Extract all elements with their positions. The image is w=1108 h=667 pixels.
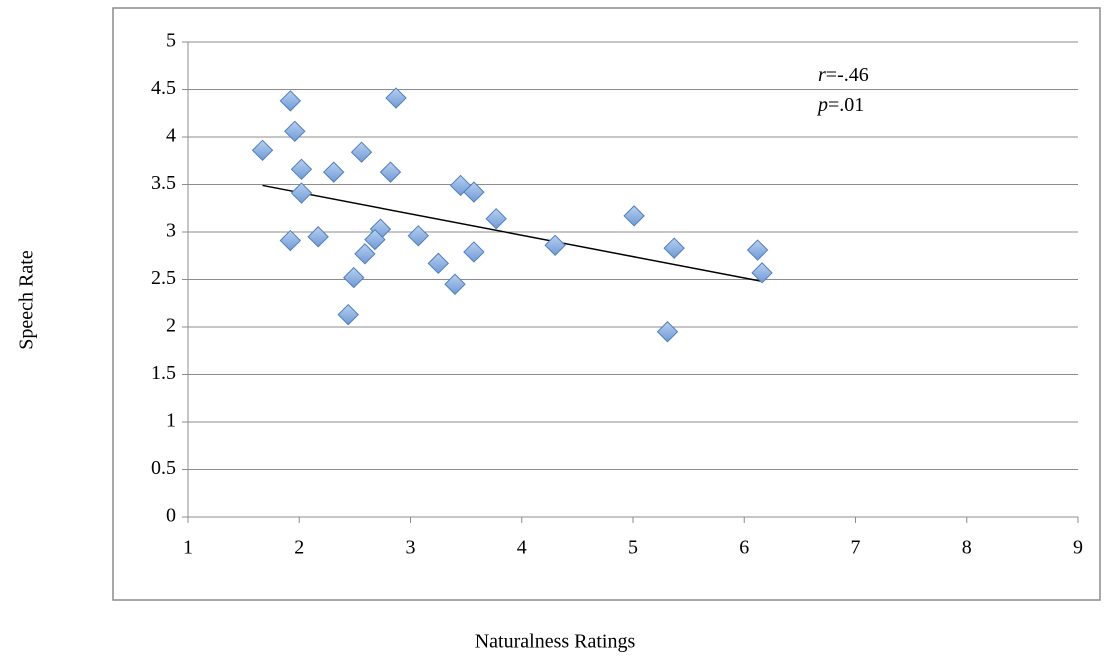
point (343, 266, 365, 289)
annotation-var: p (816, 94, 828, 116)
point (279, 229, 302, 252)
point (350, 141, 373, 163)
point (323, 161, 345, 183)
y-tick-label: 4.5 (151, 77, 176, 99)
y-tick-label: 1 (166, 410, 176, 432)
point (307, 226, 329, 248)
annotation: p=.01 (816, 94, 864, 116)
x-tick-label: 2 (294, 537, 304, 559)
point (663, 237, 685, 259)
plot-frame (112, 7, 1101, 601)
x-tick-label: 9 (1073, 537, 1083, 559)
point (284, 120, 306, 143)
x-tick-label: 1 (183, 537, 193, 559)
point (279, 90, 302, 112)
point (544, 234, 566, 257)
point (379, 161, 402, 183)
point (751, 262, 773, 284)
point (463, 181, 485, 203)
point (385, 87, 407, 109)
x-tick-label: 5 (628, 537, 638, 559)
annotation-text: =.01 (828, 94, 864, 116)
point (290, 182, 313, 204)
point (427, 252, 450, 275)
point (251, 139, 274, 162)
point (444, 273, 466, 295)
y-tick-label: 3 (166, 220, 176, 242)
x-axis-label: Naturalness Ratings (475, 631, 636, 653)
point (337, 303, 359, 326)
annotation-text: =-.46 (826, 64, 869, 86)
x-tick-label: 3 (406, 537, 416, 559)
point (407, 225, 429, 247)
trendline (262, 184, 763, 283)
y-tick-label: 5 (166, 30, 176, 52)
x-tick-label: 7 (851, 537, 861, 559)
x-tick-label: 8 (962, 537, 972, 559)
point (364, 228, 386, 251)
annotation: r=-.46 (818, 64, 869, 86)
y-tick-label: 0 (166, 505, 176, 527)
x-tick-label: 4 (517, 537, 527, 559)
point (485, 207, 507, 230)
y-tick-label: 1.5 (151, 362, 176, 384)
y-axis-label: Speech Rate (16, 250, 38, 350)
point (746, 239, 769, 261)
y-tick-label: 3.5 (151, 172, 176, 194)
point (656, 321, 679, 343)
y-tick-label: 2.5 (151, 267, 176, 289)
point (354, 243, 376, 265)
x-tick-label: 6 (739, 537, 749, 559)
y-tick-label: 0.5 (151, 457, 176, 479)
point (449, 174, 472, 197)
annotation-var: r (818, 64, 826, 86)
y-tick-label: 2 (166, 315, 176, 337)
y-tick-label: 4 (166, 125, 176, 147)
point (290, 158, 313, 181)
point (463, 241, 485, 263)
point (623, 205, 645, 227)
